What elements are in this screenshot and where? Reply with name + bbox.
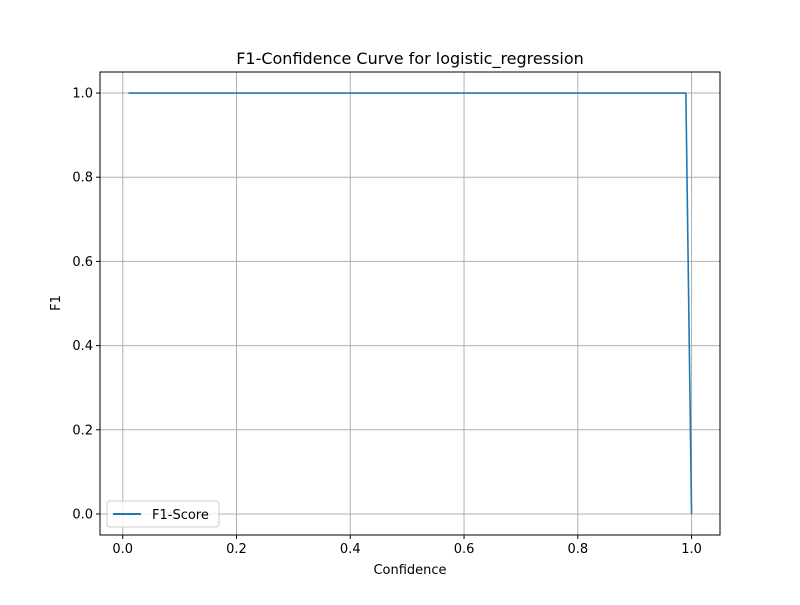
chart-title: F1-Confidence Curve for logistic_regress… xyxy=(236,49,584,69)
y-axis-label: F1 xyxy=(49,295,64,311)
x-tick-label: 0.0 xyxy=(112,542,133,557)
y-tick-label: 0.6 xyxy=(72,255,93,270)
y-tick-label: 0.0 xyxy=(72,507,93,522)
y-tick-label: 0.8 xyxy=(72,171,93,186)
y-tick-label: 0.4 xyxy=(72,339,93,354)
y-tick-label: 0.2 xyxy=(72,423,93,438)
x-tick-label: 0.4 xyxy=(340,542,361,557)
series-line-f1-score xyxy=(128,92,693,514)
legend-label: F1-Score xyxy=(152,508,209,523)
plot-area-frame xyxy=(99,71,721,536)
legend-box xyxy=(106,500,220,528)
y-tick-label: 1.0 xyxy=(72,87,93,102)
grid-lines xyxy=(100,72,720,535)
x-tick-label: 0.8 xyxy=(567,542,588,557)
x-tick-label: 0.2 xyxy=(226,542,247,557)
axis-ticks: 0.0 0.2 0.4 0.6 0.8 1.0 0.0 0.2 0.4 0.6 0.8 1.0 xyxy=(72,87,702,557)
series-layer xyxy=(128,92,693,514)
x-axis-label: Confidence xyxy=(373,563,446,578)
x-tick-label: 0.6 xyxy=(454,542,475,557)
x-tick-label: 1.0 xyxy=(681,542,702,557)
legend: F1-Score xyxy=(106,500,220,528)
